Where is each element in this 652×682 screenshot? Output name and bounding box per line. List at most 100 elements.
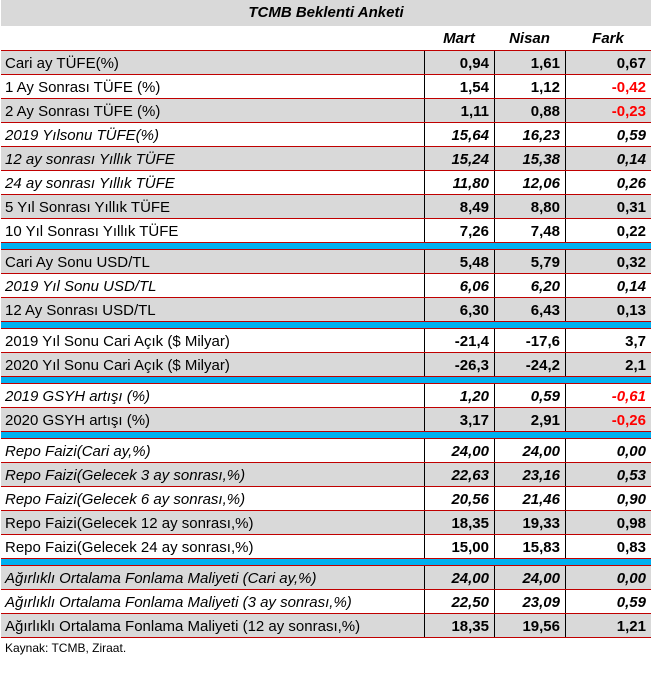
mart-value: 24,00 — [424, 439, 494, 462]
survey-table: TCMB Beklenti Anketi Mart Nisan Fark Car… — [1, 0, 651, 658]
row-label: Ağırlıklı Ortalama Fonlama Maliyeti (3 a… — [5, 594, 352, 611]
row-label: Repo Faizi(Gelecek 3 ay sonrası,%) — [5, 467, 246, 484]
table-row: 2 Ay Sonrası TÜFE (%) 1,11 0,88 -0,23 — [1, 99, 651, 123]
mart-value: -21,4 — [424, 329, 494, 352]
table-row: Ağırlıklı Ortalama Fonlama Maliyeti (Car… — [1, 566, 651, 590]
nisan-value: 7,48 — [494, 219, 565, 242]
header-row: Mart Nisan Fark — [1, 26, 651, 51]
nisan-value: 6,43 — [494, 298, 565, 321]
fark-value: -0,26 — [565, 408, 651, 431]
table-row: Repo Faizi(Gelecek 3 ay sonrası,%) 22,63 2… — [1, 463, 651, 487]
nisan-value: 6,20 — [494, 274, 565, 297]
nisan-value: 0,88 — [494, 99, 565, 122]
fark-value: 0,67 — [565, 51, 651, 74]
fark-value: 0,00 — [565, 566, 651, 589]
table-row: Ağırlıklı Ortalama Fonlama Maliyeti (3 a… — [1, 590, 651, 614]
fark-value: -0,61 — [565, 384, 651, 407]
table-row: Repo Faizi(Gelecek 12 ay sonrası,%) 18,35… — [1, 511, 651, 535]
row-label: 1 Ay Sonrası TÜFE (%) — [5, 79, 161, 96]
nisan-value: 21,46 — [494, 487, 565, 510]
nisan-value: 1,61 — [494, 51, 565, 74]
mart-value: 7,26 — [424, 219, 494, 242]
row-label: 24 ay sonrası Yıllık TÜFE — [5, 175, 175, 192]
fark-value: 0,13 — [565, 298, 651, 321]
nisan-value: 23,09 — [494, 590, 565, 613]
fark-value: 0,22 — [565, 219, 651, 242]
table-row: 12 ay sonrası Yıllık TÜFE 15,24 15,38 0,14 — [1, 147, 651, 171]
row-label: Cari ay TÜFE(%) — [5, 55, 119, 72]
table-row: 5 Yıl Sonrası Yıllık TÜFE 8,49 8,80 0,31 — [1, 195, 651, 219]
mart-value: 11,80 — [424, 171, 494, 194]
fark-value: 0,14 — [565, 274, 651, 297]
mart-value: 15,24 — [424, 147, 494, 170]
nisan-value: 24,00 — [494, 566, 565, 589]
mart-value: 0,94 — [424, 51, 494, 74]
section-separator — [1, 243, 651, 250]
fark-value: 0,83 — [565, 535, 651, 558]
fark-value: 1,21 — [565, 614, 651, 637]
fark-value: 0,59 — [565, 123, 651, 146]
table-row: Repo Faizi(Cari ay,%) 24,00 24,00 0,00 — [1, 439, 651, 463]
fark-value: 0,31 — [565, 195, 651, 218]
mart-value: 6,06 — [424, 274, 494, 297]
nisan-value: 1,12 — [494, 75, 565, 98]
mart-value: 1,20 — [424, 384, 494, 407]
row-label: Repo Faizi(Gelecek 6 ay sonrası,%) — [5, 491, 246, 508]
header-mart: Mart — [443, 30, 475, 47]
header-fark: Fark — [592, 30, 624, 47]
nisan-value: -17,6 — [494, 329, 565, 352]
fark-value: 0,53 — [565, 463, 651, 486]
table-row: 2020 GSYH artışı (%) 3,17 2,91 -0,26 — [1, 408, 651, 432]
nisan-value: 12,06 — [494, 171, 565, 194]
table-body: Cari ay TÜFE(%) 0,94 1,61 0,67 1 Ay Sonrası … — [1, 51, 651, 638]
mart-value: 1,54 — [424, 75, 494, 98]
row-label: 2020 GSYH artışı (%) — [5, 412, 151, 429]
nisan-value: 15,83 — [494, 535, 565, 558]
section-separator — [1, 377, 651, 384]
source-note: Kaynak: TCMB, Ziraat. — [5, 641, 127, 655]
table-row: Cari Ay Sonu USD/TL 5,48 5,79 0,32 — [1, 250, 651, 274]
nisan-value: 8,80 — [494, 195, 565, 218]
nisan-value: 0,59 — [494, 384, 565, 407]
nisan-value: 19,33 — [494, 511, 565, 534]
mart-value: 20,56 — [424, 487, 494, 510]
mart-value: 15,64 — [424, 123, 494, 146]
mart-value: 24,00 — [424, 566, 494, 589]
nisan-value: 15,38 — [494, 147, 565, 170]
table-row: 2019 Yılsonu TÜFE(%) 15,64 16,23 0,59 — [1, 123, 651, 147]
nisan-value: 2,91 — [494, 408, 565, 431]
fark-value: 0,14 — [565, 147, 651, 170]
table-title: TCMB Beklenti Anketi — [1, 0, 651, 26]
table-row: 12 Ay Sonrası USD/TL 6,30 6,43 0,13 — [1, 298, 651, 322]
row-label: 2 Ay Sonrası TÜFE (%) — [5, 103, 161, 120]
header-label-cell — [1, 26, 424, 50]
fark-value: 0,98 — [565, 511, 651, 534]
fark-value: -0,23 — [565, 99, 651, 122]
mart-value: -26,3 — [424, 353, 494, 376]
row-label: 2019 Yıl Sonu USD/TL — [5, 278, 157, 295]
fark-value: -0,42 — [565, 75, 651, 98]
row-label: 2019 Yılsonu TÜFE(%) — [5, 127, 159, 144]
table-row: 2019 Yıl Sonu USD/TL 6,06 6,20 0,14 — [1, 274, 651, 298]
table-row: Ağırlıklı Ortalama Fonlama Maliyeti (12 … — [1, 614, 651, 638]
row-label: 12 ay sonrası Yıllık TÜFE — [5, 151, 175, 168]
fark-value: 2,1 — [565, 353, 651, 376]
table-row: Repo Faizi(Gelecek 24 ay sonrası,%) 15,00… — [1, 535, 651, 559]
nisan-value: 16,23 — [494, 123, 565, 146]
mart-value: 5,48 — [424, 250, 494, 273]
row-label: 2020 Yıl Sonu Cari Açık ($ Milyar) — [5, 357, 230, 374]
mart-value: 6,30 — [424, 298, 494, 321]
fark-value: 0,90 — [565, 487, 651, 510]
table-row: 1 Ay Sonrası TÜFE (%) 1,54 1,12 -0,42 — [1, 75, 651, 99]
row-label: 10 Yıl Sonrası Yıllık TÜFE — [5, 223, 179, 240]
row-label: Repo Faizi(Gelecek 24 ay sonrası,%) — [5, 539, 254, 556]
fark-value: 0,59 — [565, 590, 651, 613]
nisan-value: 5,79 — [494, 250, 565, 273]
table-row: Repo Faizi(Gelecek 6 ay sonrası,%) 20,56 2… — [1, 487, 651, 511]
nisan-value: 23,16 — [494, 463, 565, 486]
row-label: 2019 GSYH artışı (%) — [5, 388, 151, 405]
section-separator — [1, 322, 651, 329]
row-label: Repo Faizi(Gelecek 12 ay sonrası,%) — [5, 515, 254, 532]
table-row: 24 ay sonrası Yıllık TÜFE 11,80 12,06 0,26 — [1, 171, 651, 195]
row-label: Cari Ay Sonu USD/TL — [5, 254, 150, 271]
